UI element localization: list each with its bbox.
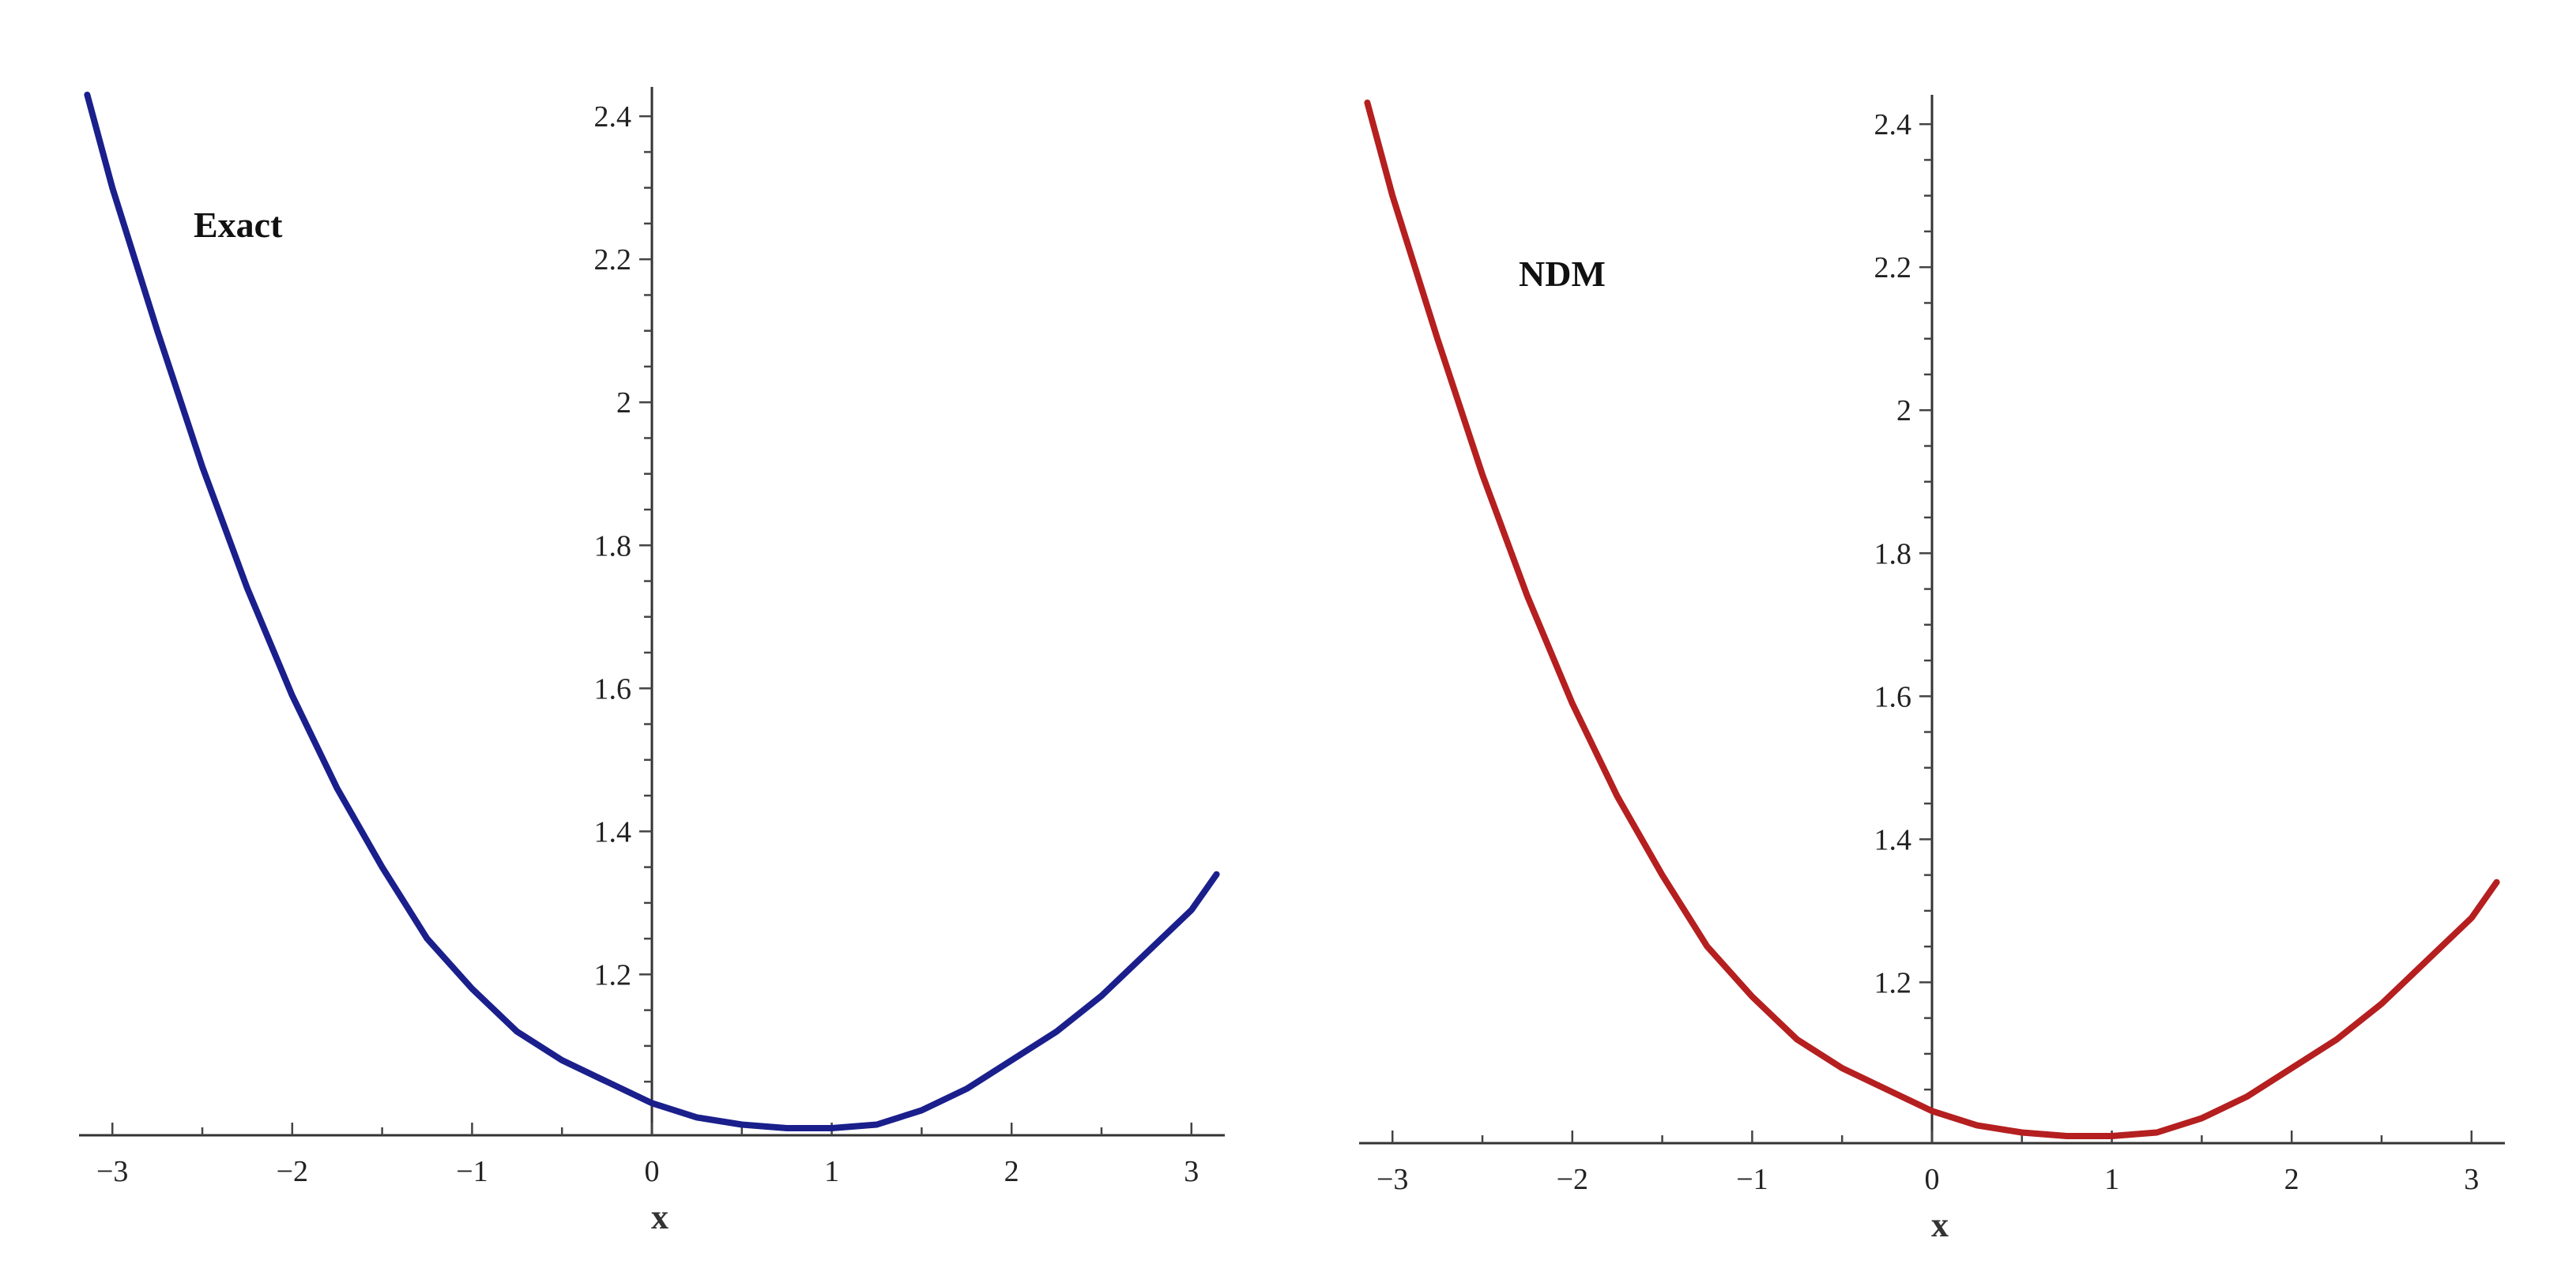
x-tick-label: −2	[1557, 1163, 1588, 1196]
y-tick-label: 1.2	[594, 958, 632, 991]
chart-ndm: −3 −2 −1 0 1 2 3 1.2 1.4 1.6 1.8 2 2.2 2.4 x NDM	[1288, 0, 2576, 1283]
series-label: Exact	[194, 205, 283, 245]
y-tick-label: 1.8	[1874, 537, 1912, 570]
x-tick-label: 2	[1004, 1155, 1019, 1188]
x-tick-label: 2	[2284, 1163, 2299, 1196]
x-tick-label: 0	[645, 1155, 660, 1188]
x-axis-title: x	[1931, 1206, 1949, 1244]
y-tick-label: 1.2	[1874, 966, 1912, 999]
y-tick-label: 2.2	[594, 243, 632, 277]
series-line	[1364, 100, 2500, 1139]
x-axis-title: x	[651, 1198, 668, 1236]
chart-ndm-svg: −3 −2 −1 0 1 2 3 1.2 1.4 1.6 1.8 2 2.2 2.4 x NDM	[1359, 95, 2505, 1244]
x-tick-label: −3	[96, 1155, 128, 1188]
y-tick-label: 1.6	[594, 672, 632, 705]
y-tick-label: 2.4	[1874, 108, 1912, 141]
series-label: NDM	[1519, 254, 1606, 294]
series-line	[84, 92, 1220, 1131]
x-tick-label: 1	[2104, 1163, 2119, 1196]
chart-exact: −3 −2 −1 0 1 2 3 1.2 1.4 1.6 1.8 2 2.2 2.4 x Exact	[79, 87, 1225, 1236]
x-tick-label: 3	[1184, 1155, 1199, 1188]
y-tick-label: 1.4	[1874, 823, 1912, 856]
y-tick-label: 2.2	[1874, 251, 1912, 284]
y-tick-label: 1.4	[594, 815, 632, 848]
x-tick-label: −3	[1377, 1163, 1408, 1196]
chart-exact-svg: −3 −2 −1 0 1 2 3 1.2 1.4 1.6 1.8 2 2.2 2.4 x Exact	[79, 87, 1225, 1236]
x-tick-label: 3	[2464, 1163, 2479, 1196]
y-tick-label: 2	[1896, 394, 1911, 427]
x-tick-label: 1	[824, 1155, 839, 1188]
x-tick-label: 0	[1925, 1163, 1940, 1196]
y-tick-label: 1.8	[594, 529, 632, 562]
y-tick-label: 1.6	[1874, 680, 1912, 713]
x-tick-label: −1	[456, 1155, 488, 1188]
x-tick-label: −1	[1736, 1163, 1768, 1196]
x-tick-label: −2	[277, 1155, 308, 1188]
y-tick-label: 2.4	[594, 100, 632, 134]
y-tick-label: 2	[616, 386, 631, 420]
